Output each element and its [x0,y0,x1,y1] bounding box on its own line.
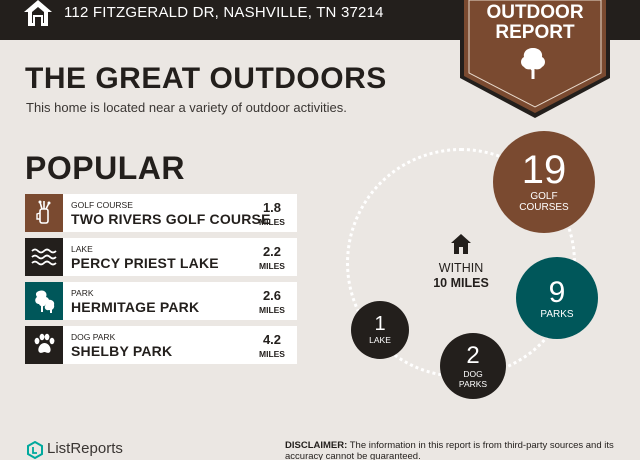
item-category: LAKE [71,244,93,254]
item-distance: 2.6 [262,288,282,303]
within-distance: 10 MILES [433,276,489,290]
golf-courses-count: 19 [521,148,567,192]
parks-label: PARKS [540,309,574,320]
row-icon-box [25,194,63,232]
paw-print-icon [34,333,55,353]
golf-courses-label-line2: COURSES [519,202,569,213]
item-category: GOLF COURSE [71,200,133,210]
item-distance: 2.2 [262,244,282,259]
listreports-logo-icon [27,441,43,459]
dog-parks-label-line2: PARKS [458,379,488,389]
dog-parks-count-circle: 2 DOG PARKS [440,333,506,399]
parks-count: 9 [548,276,566,309]
badge-line-report: REPORT [495,22,575,43]
park-tree-icon [35,290,55,313]
row-icon-box [25,282,63,320]
list-item-dog-park[interactable]: DOG PARK SHELBY PARK 4.2 MILES [25,326,297,364]
item-unit: MILES [259,305,285,315]
dog-parks-count: 2 [466,342,480,369]
item-name: PERCY PRIEST LAKE [71,255,219,271]
badge-line-outdoor: OUTDOOR [486,2,584,23]
golf-courses-label-line1: GOLF [530,191,558,202]
disclaimer-text: The information in this report is from t… [285,440,614,460]
golf-courses-count-circle: 19 GOLF COURSES [493,131,595,233]
disclaimer-label: DISCLAIMER: [285,440,348,451]
lake-count-circle: 1 LAKE [351,301,409,359]
item-category: PARK [71,288,94,298]
dog-parks-label-line1: DOG [463,369,483,379]
item-unit: MILES [259,261,285,271]
list-item-lake[interactable]: LAKE PERCY PRIEST LAKE 2.2 MILES [25,238,297,276]
list-item-golf[interactable]: GOLF COURSE TWO RIVERS GOLF COURSE 1.8 M… [25,194,297,232]
house-icon [451,234,471,254]
disclaimer: DISCLAIMER: The information in this repo… [285,440,625,460]
row-icon-box [25,238,63,276]
brand-name: ListReports [47,440,123,457]
item-category: DOG PARK [71,332,116,342]
item-name: HERMITAGE PARK [71,299,200,315]
item-unit: MILES [259,217,285,227]
popular-list: GOLF COURSE TWO RIVERS GOLF COURSE 1.8 M… [25,194,297,370]
item-distance: 4.2 [262,332,282,347]
popular-heading: POPULAR [25,150,185,186]
home-icon [24,0,52,26]
lake-label: LAKE [369,335,391,345]
within-label: WITHIN [438,261,484,275]
badge-title: OUTDOOR REPORT [460,3,610,43]
item-unit: MILES [259,349,285,359]
parks-count-circle: 9 PARKS [516,257,598,339]
item-distance: 1.8 [262,200,282,215]
item-name: TWO RIVERS GOLF COURSE [71,211,271,227]
water-waves-icon [31,248,57,266]
golf-bag-icon [36,200,51,224]
page-title: THE GREAT OUTDOORS [25,62,387,95]
tree-icon [521,48,545,79]
item-name: SHELBY PARK [71,343,173,359]
lake-count: 1 [374,313,386,335]
row-icon-box [25,326,63,364]
list-item-park[interactable]: PARK HERMITAGE PARK 2.6 MILES [25,282,297,320]
property-address: 112 FITZGERALD DR, NASHVILLE, TN 37214 [64,4,384,21]
page-subtitle: This home is located near a variety of o… [26,100,347,115]
